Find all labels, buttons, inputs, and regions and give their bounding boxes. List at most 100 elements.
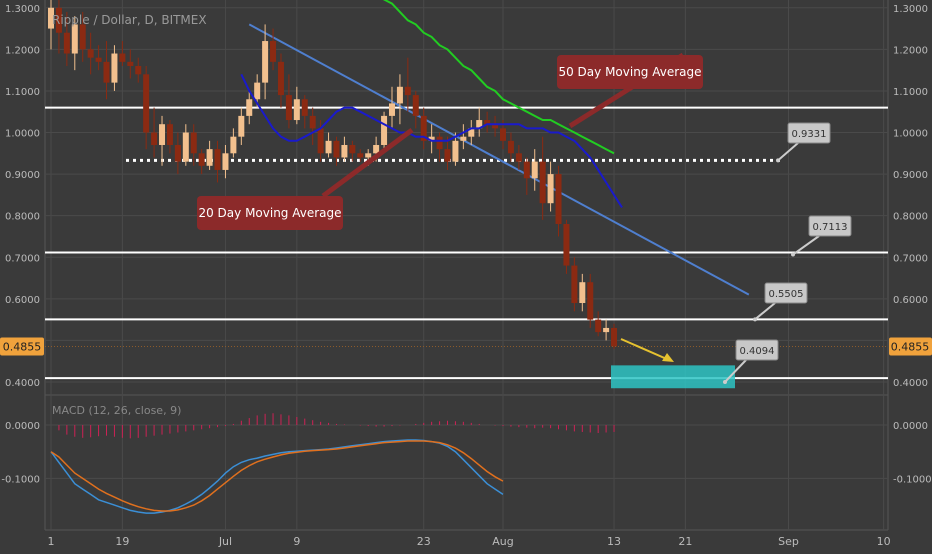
- target-zone-box: [611, 365, 735, 389]
- candle-body: [396, 86, 403, 104]
- candle-body: [452, 140, 459, 162]
- x-tick-label: 23: [417, 535, 431, 548]
- candle-body: [492, 124, 499, 129]
- candle-body: [444, 149, 451, 162]
- candles: [48, 0, 618, 349]
- candle-body: [595, 319, 602, 333]
- candle-body: [309, 115, 316, 129]
- ma50-line: [382, 0, 615, 155]
- callout-box: [787, 122, 831, 144]
- candle-body: [373, 144, 380, 154]
- candle-body: [254, 82, 261, 100]
- candle-body: [119, 53, 126, 62]
- y-tick-label-right: 0.4000: [893, 378, 928, 389]
- candle-body: [71, 24, 78, 54]
- candle-body: [317, 128, 324, 154]
- candle-body: [151, 132, 158, 145]
- ma50-annotation-box: [557, 55, 703, 89]
- candle-body: [579, 282, 586, 303]
- candle-body: [55, 7, 62, 33]
- ma50-annotation: 50 Day Moving Average: [557, 52, 703, 129]
- callout-label: 0.4094: [740, 346, 775, 357]
- macd-title: MACD (12, 26, close, 9): [52, 404, 181, 417]
- candle-body: [484, 120, 491, 125]
- candle-body: [349, 144, 356, 154]
- callout-anchor: [753, 317, 757, 322]
- candle-body: [523, 161, 530, 179]
- x-tick-label: Aug: [492, 535, 513, 548]
- y-tick-label-left: 0.6000: [5, 295, 40, 306]
- candle-body: [293, 99, 300, 121]
- x-tick-label: 19: [115, 535, 129, 548]
- horizontal-levels: [45, 106, 888, 380]
- candle-body: [436, 136, 443, 150]
- candle-body: [468, 128, 475, 137]
- candle-body: [48, 7, 54, 29]
- callout-anchor: [723, 380, 727, 384]
- x-axis: 1 19 Jul 9 23 Aug 13 21 Sep 10: [48, 535, 891, 548]
- y-tick-label-right: 1.3000: [893, 4, 928, 15]
- candle-body: [135, 65, 142, 75]
- ma20-annotation-pointer: [321, 127, 414, 199]
- callout-pointer: [754, 302, 776, 321]
- x-tick-label: Jul: [218, 535, 232, 548]
- y-tick-label-right: 0.9000: [893, 170, 928, 181]
- candle-body: [238, 115, 245, 137]
- ma50-annotation-text: 50 Day Moving Average: [558, 65, 701, 79]
- candle-body: [246, 99, 253, 116]
- candle-body: [420, 115, 427, 141]
- y-axis: 0.40000.40000.50000.50000.60000.60000.70…: [1, 4, 931, 486]
- candle-body: [531, 161, 538, 179]
- candle-body: [206, 149, 213, 166]
- level-callouts: 0.9331 0.7113 0.5505 0.4094: [723, 122, 852, 384]
- callout-anchor: [776, 158, 780, 163]
- candle-body: [222, 153, 229, 170]
- candle-body: [547, 174, 554, 204]
- price-tag-left-bg: [0, 337, 44, 356]
- y-tick-label-right: 1.2000: [893, 45, 928, 56]
- candle-body: [95, 57, 102, 62]
- candle-body: [143, 74, 150, 133]
- candle-body: [381, 115, 388, 145]
- candle-body: [111, 53, 118, 83]
- y-tick-label-left: 1.0000: [5, 129, 40, 140]
- candle-body: [563, 223, 570, 266]
- candle-body: [79, 24, 86, 50]
- candle-body: [277, 61, 284, 96]
- candle-body: [198, 153, 205, 166]
- x-tick-label: 1: [48, 535, 55, 548]
- candle-body: [190, 132, 197, 154]
- candle-body: [476, 120, 483, 129]
- candle-body: [515, 153, 522, 162]
- candle-body: [103, 61, 110, 83]
- candle-body: [507, 140, 514, 154]
- macd-histogram: [58, 413, 615, 439]
- candle-body: [127, 61, 134, 66]
- candle-body: [270, 41, 277, 62]
- y-tick-label-left: 1.3000: [5, 4, 40, 15]
- target-arrow-shaft: [620, 338, 670, 361]
- callout-pointer: [792, 235, 820, 256]
- x-tick-label: 13: [607, 535, 621, 548]
- ma20-annotation-box: [197, 196, 343, 230]
- x-tick-label: 9: [293, 535, 300, 548]
- y-tick-label-left: 1.2000: [5, 45, 40, 56]
- price-tag-right-bg: [889, 337, 932, 356]
- x-tick-label: Sep: [778, 535, 799, 548]
- ma20-annotation-text: 20 Day Moving Average: [198, 206, 341, 220]
- candle-body: [182, 132, 189, 162]
- candle-body: [174, 144, 181, 162]
- ma20-annotation: 20 Day Moving Average: [197, 127, 414, 230]
- y-tick-label-right: 0.7000: [893, 253, 928, 264]
- y-tick-label-right: 1.0000: [893, 129, 928, 140]
- callout-label: 0.7113: [813, 222, 848, 233]
- y-tick-label-left: 0.4000: [5, 378, 40, 389]
- macd-y-tick-label-left: 0.0000: [5, 421, 40, 432]
- candle-body: [388, 103, 395, 116]
- callout-label: 0.9331: [792, 129, 827, 140]
- y-tick-label-left: 0.7000: [5, 253, 40, 264]
- candle-body: [262, 41, 269, 83]
